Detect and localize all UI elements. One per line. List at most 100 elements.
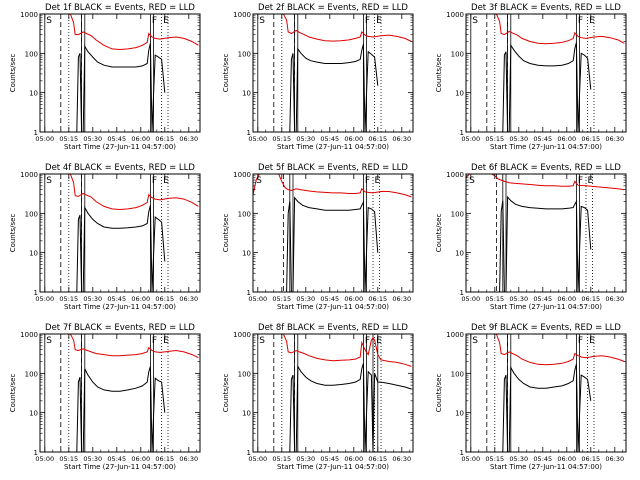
x-tick-label: 06:30 [392, 455, 411, 463]
chart-title: Det 2f BLACK = Events, RED = LLD [258, 3, 408, 13]
chart-title: Det 1f BLACK = Events, RED = LLD [45, 3, 195, 13]
series-line-events [76, 205, 166, 292]
y-tick-label: 10 [29, 250, 38, 258]
y-tick-label: 100 [451, 370, 464, 378]
y-axis-label: Counts/sec [9, 374, 17, 413]
x-tick-label: 06:00 [557, 455, 576, 463]
panel-det-9: Det 9f BLACK = Events, RED = LLD 1 10 100 10… [435, 323, 627, 471]
x-tick-label: 06:15 [368, 135, 387, 143]
series-line-lld [40, 14, 199, 51]
x-tick-label: 05:30 [296, 455, 315, 463]
panel-det-3: Det 3f BLACK = Events, RED = LLD 1 10 100 10… [435, 3, 627, 151]
y-tick-label: 10 [242, 90, 251, 98]
y-tick-label: 100 [238, 210, 251, 218]
annotation-s: S [259, 336, 265, 346]
x-tick-label: 06:30 [605, 135, 624, 143]
series-line-events [76, 43, 166, 132]
plot-frame [39, 13, 201, 133]
x-tick-label: 05:15 [59, 455, 78, 463]
x-tick-label: 05:00 [461, 455, 480, 463]
x-tick-label: 06:00 [131, 455, 150, 463]
x-tick-label: 06:15 [581, 455, 600, 463]
y-tick-label: 1000 [233, 11, 251, 19]
x-tick-label: 05:00 [248, 455, 267, 463]
plot-frame [39, 333, 201, 453]
annotation-e: E [376, 16, 382, 26]
x-axis-label: Start Time (27-Jun-11 04:57:00) [277, 463, 389, 471]
x-tick-label: 06:30 [605, 455, 624, 463]
y-tick-label: 100 [451, 50, 464, 58]
annotation-e: E [163, 176, 169, 186]
x-tick-label: 05:15 [485, 455, 504, 463]
plot-frame [252, 333, 414, 453]
annotation-e: E [375, 176, 381, 186]
x-tick-label: 05:15 [59, 295, 78, 303]
plot-area [40, 14, 199, 132]
y-tick-label: 1 [247, 289, 251, 297]
x-axis-label: Start Time (27-Jun-11 04:57:00) [277, 143, 389, 151]
x-tick-label: 06:15 [155, 295, 174, 303]
x-axis-label: Start Time (27-Jun-11 04:57:00) [64, 303, 176, 311]
panel-det-2: Det 2f BLACK = Events, RED = LLD 1 10 100 10… [222, 3, 414, 151]
x-tick-label: 06:15 [368, 295, 387, 303]
series-line-events [289, 44, 379, 132]
x-tick-label: 05:30 [83, 135, 102, 143]
plot-area [253, 334, 412, 452]
x-tick-label: 05:30 [83, 295, 102, 303]
x-axis-label: Start Time (27-Jun-11 04:57:00) [64, 463, 176, 471]
x-tick-label: 06:30 [605, 295, 624, 303]
y-tick-label: 1000 [233, 331, 251, 339]
annotation-e: E [588, 176, 594, 186]
x-tick-label: 05:30 [509, 135, 528, 143]
annotation-s: S [256, 176, 262, 186]
chart-title: Det 3f BLACK = Events, RED = LLD [471, 3, 621, 13]
x-axis-label: Start Time (27-Jun-11 04:57:00) [490, 143, 602, 151]
x-tick-label: 05:45 [320, 295, 339, 303]
plot-area [466, 14, 625, 132]
x-tick-label: 06:15 [155, 135, 174, 143]
series-line-lld [466, 334, 625, 366]
annotation-f: F [578, 336, 583, 346]
y-tick-label: 10 [455, 250, 464, 258]
y-tick-label: 1 [34, 289, 38, 297]
annotation-s: S [472, 336, 478, 346]
y-tick-label: 100 [25, 210, 38, 218]
x-tick-label: 06:00 [344, 295, 363, 303]
x-tick-label: 06:00 [344, 455, 363, 463]
y-tick-label: 1 [247, 449, 251, 457]
y-tick-label: 1000 [446, 171, 464, 179]
x-axis-label: Start Time (27-Jun-11 04:57:00) [490, 463, 602, 471]
plot-area [253, 14, 412, 132]
y-tick-label: 1000 [233, 171, 251, 179]
y-axis-label: Counts/sec [435, 214, 443, 253]
x-tick-label: 06:00 [344, 135, 363, 143]
x-tick-label: 05:45 [533, 455, 552, 463]
chart-title: Det 8f BLACK = Events, RED = LLD [258, 323, 408, 333]
x-tick-label: 06:30 [392, 135, 411, 143]
x-tick-label: 05:30 [296, 135, 315, 143]
chart-title: Det 7f BLACK = Events, RED = LLD [45, 323, 195, 333]
y-tick-label: 10 [29, 90, 38, 98]
x-tick-label: 06:15 [581, 295, 600, 303]
y-tick-label: 1000 [446, 331, 464, 339]
chart-title: Det 4f BLACK = Events, RED = LLD [45, 163, 195, 173]
series-line-lld [253, 14, 412, 42]
x-tick-label: 06:30 [179, 135, 198, 143]
series-line-lld [466, 174, 625, 191]
y-tick-label: 10 [455, 90, 464, 98]
x-tick-label: 05:30 [296, 295, 315, 303]
x-tick-label: 05:00 [35, 455, 54, 463]
x-tick-label: 05:45 [107, 295, 126, 303]
x-tick-label: 06:30 [179, 295, 198, 303]
y-tick-label: 100 [25, 50, 38, 58]
y-axis-label: Counts/sec [222, 374, 230, 413]
x-tick-label: 05:15 [272, 295, 291, 303]
plot-area [466, 334, 625, 452]
panel-det-4: Det 4f BLACK = Events, RED = LLD 1 10 100 10… [9, 163, 201, 311]
chart-title: Det 6f BLACK = Events, RED = LLD [471, 163, 621, 173]
series-line-lld [253, 174, 412, 198]
annotation-s: S [46, 336, 52, 346]
x-tick-label: 05:30 [509, 295, 528, 303]
panel-det-1: Det 1f BLACK = Events, RED = LLD 1 10 100 10… [9, 3, 201, 151]
annotation-f: F [578, 176, 583, 186]
